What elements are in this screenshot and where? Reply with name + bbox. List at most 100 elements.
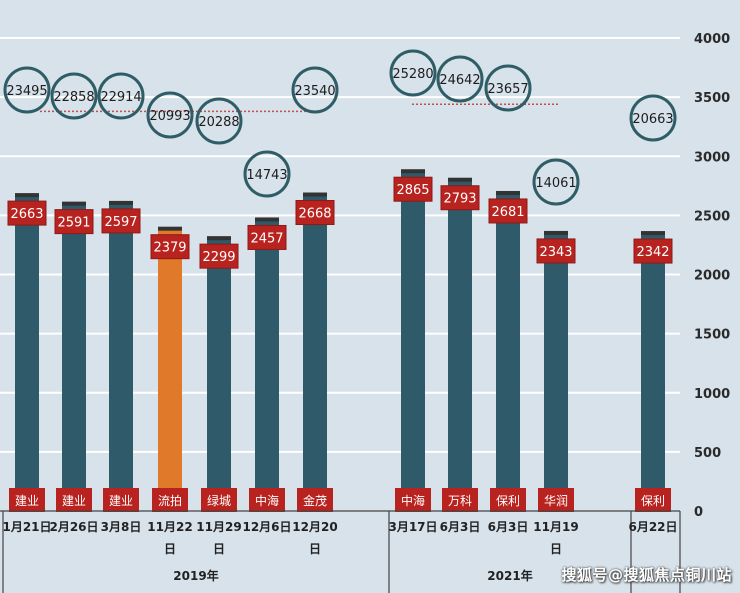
price-label: 23657 — [487, 82, 528, 97]
price-circle — [629, 94, 677, 142]
value-label: 2379 — [153, 241, 186, 256]
bar-cap — [207, 236, 231, 241]
bar — [544, 233, 568, 511]
bar-cap — [158, 226, 182, 231]
developer-label: 保利 — [641, 494, 665, 508]
value-label: 2457 — [250, 231, 283, 246]
bar-cap — [255, 217, 279, 222]
value-label: 2343 — [539, 245, 572, 260]
developer-label: 金茂 — [303, 493, 327, 508]
developer-label: 中海 — [401, 493, 425, 508]
value-label: 2663 — [10, 207, 43, 222]
price-circle — [3, 66, 51, 114]
value-label-box — [101, 208, 141, 234]
developer-label-box — [442, 488, 478, 512]
bars: 2663 建业 2591 建业 2597 建业 2379 流拍 2299 绿城 2457 中海 2668… — [7, 169, 673, 512]
bar — [255, 220, 279, 511]
developer-label-box — [635, 488, 671, 512]
bar — [207, 239, 231, 511]
developer-label: 保利 — [496, 494, 520, 508]
group-label: 2021年 — [487, 568, 532, 583]
bar — [401, 172, 425, 511]
value-label-box — [393, 176, 433, 202]
value-label: 2668 — [298, 207, 331, 222]
developer-label-box — [538, 488, 574, 512]
bar-cap — [448, 177, 472, 182]
value-label: 2865 — [396, 183, 429, 198]
developer-label: 建业 — [15, 494, 39, 508]
bar-cap — [303, 192, 327, 197]
bar-cap — [544, 230, 568, 235]
developer-label-box — [152, 488, 188, 512]
bar-cap — [401, 169, 425, 174]
developer-label: 万科 — [448, 494, 472, 508]
y-axis: 0 500 1000 1500 2000 2500 3000 3500 4000 — [694, 32, 730, 520]
price-circles: 23495 22858 22914 20993 20288 14743 23540 25280… — [3, 49, 677, 206]
group-label: 2019年 — [173, 568, 218, 583]
date-label: 11月29 — [196, 520, 241, 534]
developer-label: 建业 — [109, 494, 133, 508]
date-label: 12月20 — [292, 520, 337, 534]
date-label: 日 — [164, 542, 176, 556]
price-circle — [146, 91, 194, 139]
bar-cap — [641, 231, 665, 236]
bar — [109, 203, 133, 511]
value-label-box — [633, 238, 673, 264]
y-tick-label: 3500 — [694, 91, 730, 106]
developer-label: 绿城 — [207, 493, 231, 508]
value-label-box — [488, 198, 528, 224]
bar-cap — [496, 190, 520, 195]
date-label: 日 — [309, 542, 321, 556]
y-tick-label: 500 — [694, 446, 721, 461]
developer-label: 中海 — [255, 493, 279, 508]
date-label: 12月6日 — [242, 520, 291, 534]
bar — [448, 180, 472, 511]
developer-label-box — [103, 488, 139, 512]
price-circle — [484, 64, 532, 112]
price-circle — [389, 49, 437, 97]
developer-label: 建业 — [62, 494, 86, 508]
bar — [15, 196, 39, 511]
developer-label-box — [490, 488, 526, 512]
price-label: 22914 — [100, 90, 141, 105]
bar — [303, 195, 327, 511]
average-lines — [40, 103, 558, 113]
date-label: 11月22 — [147, 520, 192, 534]
price-circle — [97, 72, 145, 120]
value-label-box — [7, 200, 47, 226]
developer-label-box — [249, 488, 285, 512]
price-circle — [291, 66, 339, 114]
bar — [641, 234, 665, 511]
value-label: 2591 — [57, 216, 90, 231]
date-label: 6月3日 — [488, 520, 529, 534]
y-tick-label: 2500 — [694, 209, 730, 224]
price-label: 24642 — [439, 73, 480, 88]
price-circle — [50, 72, 98, 120]
date-label: 6月3日 — [440, 520, 481, 534]
developer-label: 流拍 — [158, 493, 182, 508]
value-label-box — [54, 209, 94, 235]
price-circle — [436, 55, 484, 103]
value-label: 2299 — [202, 250, 235, 265]
developer-label-box — [395, 488, 431, 512]
value-label: 2342 — [636, 245, 669, 260]
y-tick-label: 2000 — [694, 269, 730, 284]
bar-cap — [15, 193, 39, 198]
price-label: 23540 — [294, 84, 335, 99]
y-tick-label: 0 — [694, 505, 703, 520]
date-label: 1月21日 — [2, 520, 51, 534]
price-label: 14061 — [535, 176, 576, 191]
date-label: 3月8日 — [101, 520, 142, 534]
value-label-box — [199, 243, 239, 269]
value-label-box — [150, 234, 190, 260]
developer-label-box — [9, 488, 45, 512]
date-label: 2月26日 — [49, 520, 98, 534]
value-label: 2793 — [443, 192, 476, 207]
date-label: 日 — [550, 542, 562, 556]
bar — [496, 193, 520, 512]
price-label: 20663 — [632, 112, 673, 127]
price-circle — [195, 97, 243, 145]
y-tick-label: 1000 — [694, 387, 730, 402]
price-label: 23495 — [6, 84, 47, 99]
